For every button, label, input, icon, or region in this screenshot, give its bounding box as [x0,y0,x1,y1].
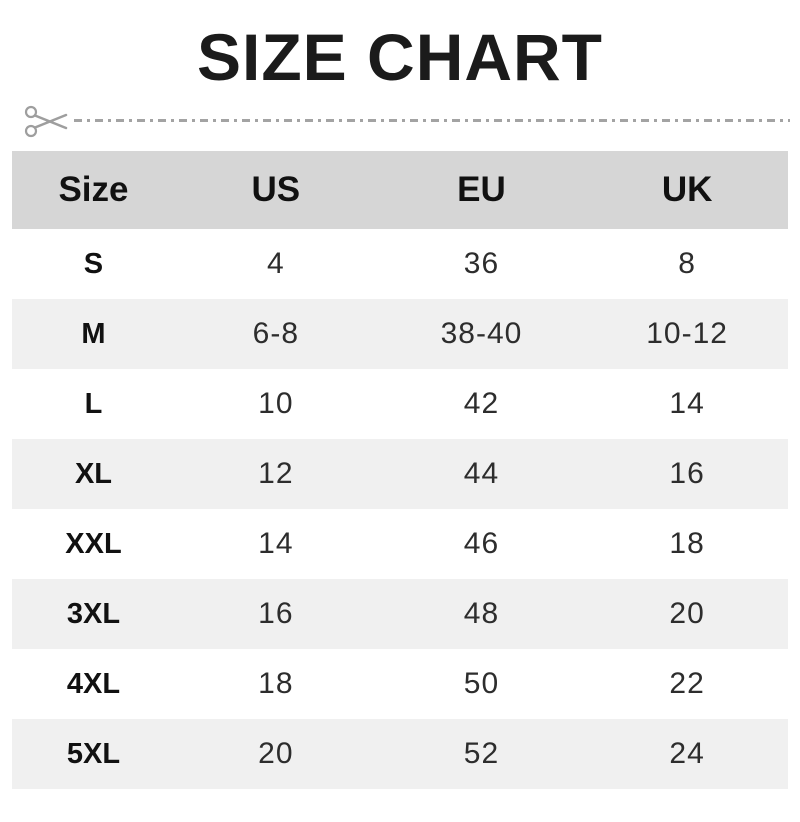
header-eu: EU [376,151,587,229]
size-label: S [83,247,104,280]
size-label: XXL [65,527,122,560]
size-value: 16 [174,579,377,649]
size-value: 16 [586,439,788,509]
size-value: 14 [669,387,705,420]
size-value: 44 [376,439,587,509]
size-label: XL [12,439,175,509]
size-label: 4XL [66,667,121,700]
cut-line [0,102,800,140]
table-row: L 10 42 14 [12,369,788,439]
size-value: 10 [258,387,294,420]
header-size: Size [12,151,175,229]
size-value: 36 [463,247,500,280]
size-value: 18 [669,527,705,560]
size-value: 38-40 [376,299,587,369]
size-value: 48 [376,579,587,649]
size-value: 22 [669,667,705,700]
size-value: 20 [586,579,788,649]
size-value: 10-12 [586,299,788,369]
size-label: 5XL [12,719,175,789]
size-value: 42 [463,387,500,420]
size-table-body: S 4 36 8 M 6-8 38-40 10-12 L 10 42 14 XL 12 44 16 XXL 14 4… [12,229,788,789]
size-chart-table: Size US EU UK S 4 36 8 M 6-8 38-40 10-12 L 10 42 14… [12,151,788,789]
table-row: 4XL 18 50 22 [12,649,788,719]
size-value: 24 [586,719,788,789]
size-chart-page: SIZE CHART Size US EU UK S 4 36 8 M 6-8 38-40 1… [0,22,800,789]
scissors-icon [24,105,68,138]
dashed-cut-line [74,119,790,122]
size-value: 12 [174,439,377,509]
size-value: 4 [266,247,285,280]
size-value: 52 [376,719,587,789]
table-header: Size US EU UK [12,151,788,229]
table-row: 3XL 16 48 20 [12,579,788,649]
table-row: 5XL 20 52 24 [12,719,788,789]
size-label: M [12,299,175,369]
header-uk: UK [586,151,788,229]
table-row: M 6-8 38-40 10-12 [12,299,788,369]
table-row: XL 12 44 16 [12,439,788,509]
size-value: 50 [463,667,500,700]
size-label: L [84,387,103,420]
size-value: 8 [678,247,696,280]
size-value: 14 [258,527,294,560]
size-value: 20 [174,719,377,789]
page-title: SIZE CHART [197,20,603,94]
size-value: 46 [463,527,500,560]
header-row: Size US EU UK [12,151,788,229]
table-row: XXL 14 46 18 [12,509,788,579]
size-value: 6-8 [174,299,377,369]
size-label: 3XL [12,579,175,649]
size-value: 18 [258,667,294,700]
header-us: US [174,151,377,229]
table-row: S 4 36 8 [12,229,788,299]
